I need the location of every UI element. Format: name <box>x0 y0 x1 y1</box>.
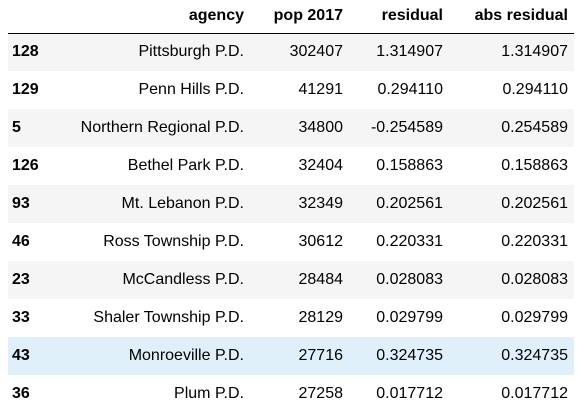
pop-2017-cell: 302407 <box>289 43 343 61</box>
table-row: 129 Penn Hills P.D. 41291 0.294110 0.294… <box>8 71 574 109</box>
row-index: 5 <box>12 119 21 136</box>
column-header-residual: residual <box>381 7 443 25</box>
residual-cell: 0.294110 <box>377 81 443 98</box>
agency-cell: Monroeville P.D. <box>128 347 244 364</box>
table-row: 93 Mt. Lebanon P.D. 32349 0.202561 0.202… <box>8 185 574 223</box>
agency-cell: Penn Hills P.D. <box>138 81 244 98</box>
row-index: 36 <box>12 385 30 402</box>
row-index: 46 <box>12 233 30 250</box>
table-row: 5 Northern Regional P.D. 34800 -0.254589… <box>8 109 574 147</box>
row-index: 33 <box>12 309 30 326</box>
residual-cell: 0.202561 <box>376 195 443 212</box>
row-index: 23 <box>12 271 30 288</box>
residual-cell: 0.324735 <box>376 347 443 364</box>
column-header-pop-2017: pop 2017 <box>273 7 343 25</box>
residual-cell: 0.029799 <box>376 309 443 326</box>
pop-2017-cell: 28484 <box>298 271 344 288</box>
abs-residual-cell: 0.017712 <box>501 385 568 402</box>
table-row: 43 Monroeville P.D. 27716 0.324735 0.324… <box>8 337 574 375</box>
agency-cell: Mt. Lebanon P.D. <box>121 195 244 212</box>
table-row: 46 Ross Township P.D. 30612 0.220331 0.2… <box>8 223 574 261</box>
table-row: 36 Plum P.D. 27258 0.017712 0.017712 <box>8 375 574 413</box>
dataframe-table: agency pop 2017 residual abs residual 12… <box>8 0 574 413</box>
row-index: 126 <box>12 157 39 174</box>
abs-residual-cell: 0.158863 <box>501 157 568 174</box>
abs-residual-cell: 1.314907 <box>501 43 568 61</box>
abs-residual-cell: 0.029799 <box>501 309 568 326</box>
column-header-agency: agency <box>188 7 244 25</box>
residual-cell: 1.314907 <box>376 43 443 61</box>
pop-2017-cell: 30612 <box>298 233 344 250</box>
residual-cell: 0.017712 <box>376 385 443 402</box>
pop-2017-cell: 27258 <box>298 385 344 402</box>
residual-cell: -0.254589 <box>370 119 443 136</box>
agency-cell: Shaler Township P.D. <box>93 309 244 326</box>
residual-cell: 0.028083 <box>376 271 443 288</box>
pop-2017-cell: 32404 <box>298 157 344 174</box>
residual-cell: 0.220331 <box>376 233 443 250</box>
agency-cell: McCandless P.D. <box>122 271 244 288</box>
header-row: agency pop 2017 residual abs residual <box>8 0 574 33</box>
row-index: 93 <box>12 195 30 212</box>
pop-2017-cell: 28129 <box>298 309 344 326</box>
table-header: agency pop 2017 residual abs residual <box>8 0 574 33</box>
agency-cell: Ross Township P.D. <box>103 233 244 250</box>
pop-2017-cell: 41291 <box>298 81 344 98</box>
abs-residual-cell: 0.254589 <box>501 119 568 136</box>
abs-residual-cell: 0.294110 <box>502 81 568 98</box>
abs-residual-cell: 0.028083 <box>501 271 568 288</box>
abs-residual-cell: 0.220331 <box>501 233 568 250</box>
row-index: 129 <box>12 81 39 98</box>
agency-cell: Plum P.D. <box>174 385 244 402</box>
table-row: 33 Shaler Township P.D. 28129 0.029799 0… <box>8 299 574 337</box>
table-body: 128 Pittsburgh P.D. 302407 1.314907 1.31… <box>8 33 574 413</box>
table-row: 126 Bethel Park P.D. 32404 0.158863 0.15… <box>8 147 574 185</box>
pop-2017-cell: 32349 <box>298 195 344 212</box>
pop-2017-cell: 27716 <box>298 347 344 364</box>
agency-cell: Pittsburgh P.D. <box>138 43 244 61</box>
table-row: 23 McCandless P.D. 28484 0.028083 0.0280… <box>8 261 574 299</box>
pop-2017-cell: 34800 <box>298 119 344 136</box>
agency-cell: Bethel Park P.D. <box>127 157 244 174</box>
abs-residual-cell: 0.324735 <box>501 347 568 364</box>
row-index: 128 <box>12 43 39 61</box>
table-row: 128 Pittsburgh P.D. 302407 1.314907 1.31… <box>8 33 574 71</box>
abs-residual-cell: 0.202561 <box>501 195 568 212</box>
agency-cell: Northern Regional P.D. <box>80 119 244 136</box>
row-index: 43 <box>12 347 30 364</box>
residual-cell: 0.158863 <box>376 157 443 174</box>
index-header <box>8 0 50 33</box>
column-header-abs-residual: abs residual <box>474 7 568 25</box>
